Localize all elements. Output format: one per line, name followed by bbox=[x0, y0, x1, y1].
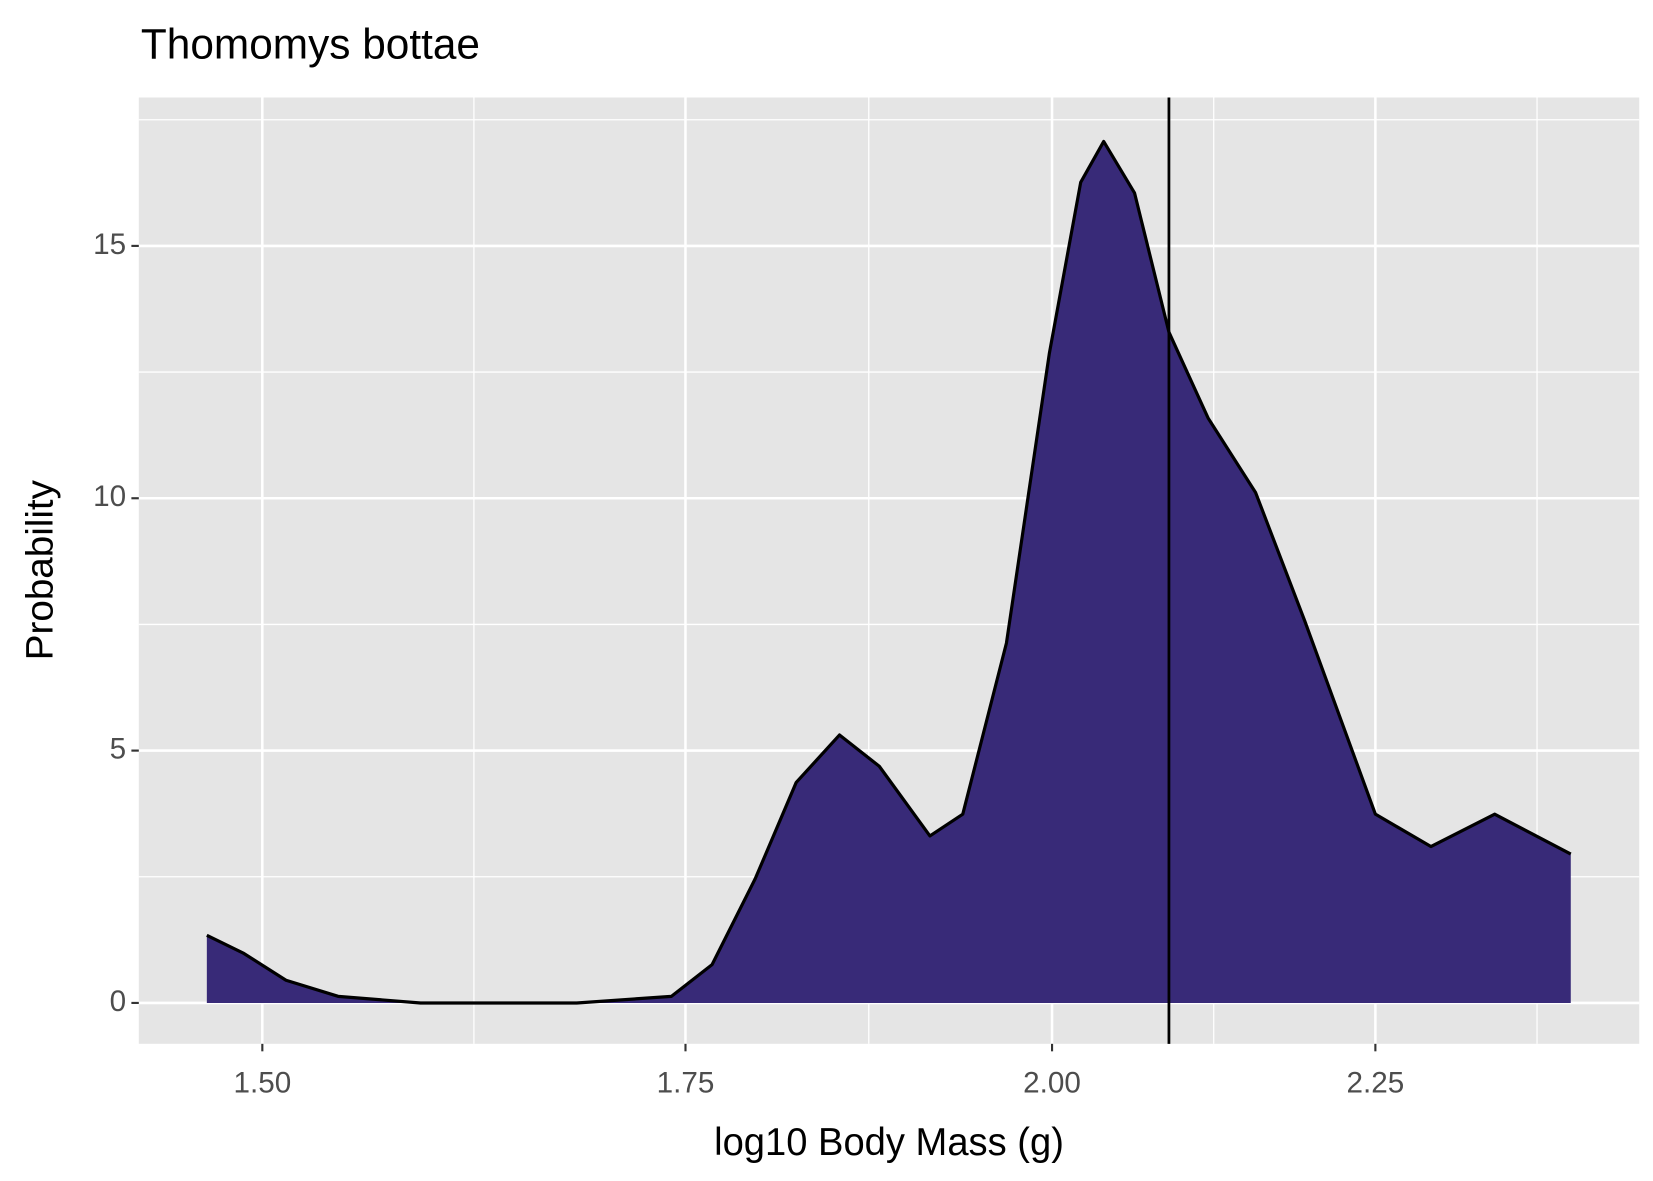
x-axis-label: log10 Body Mass (g) bbox=[714, 1121, 1064, 1164]
density-area bbox=[206, 141, 1571, 1003]
x-tick-label: 1.50 bbox=[233, 1066, 291, 1099]
y-tick-label: 10 bbox=[93, 480, 126, 513]
y-tick-label: 15 bbox=[93, 228, 126, 261]
x-tick-label: 2.00 bbox=[1023, 1066, 1081, 1099]
chart-title: Thomomys bottae bbox=[141, 20, 480, 68]
y-axis-label: Probability bbox=[19, 479, 62, 660]
x-tick-label: 2.25 bbox=[1347, 1066, 1405, 1099]
y-tick-label: 5 bbox=[110, 732, 126, 765]
density-line bbox=[206, 139, 1572, 1005]
y-tick-label: 0 bbox=[110, 985, 126, 1018]
x-tick-label: 1.75 bbox=[657, 1066, 715, 1099]
